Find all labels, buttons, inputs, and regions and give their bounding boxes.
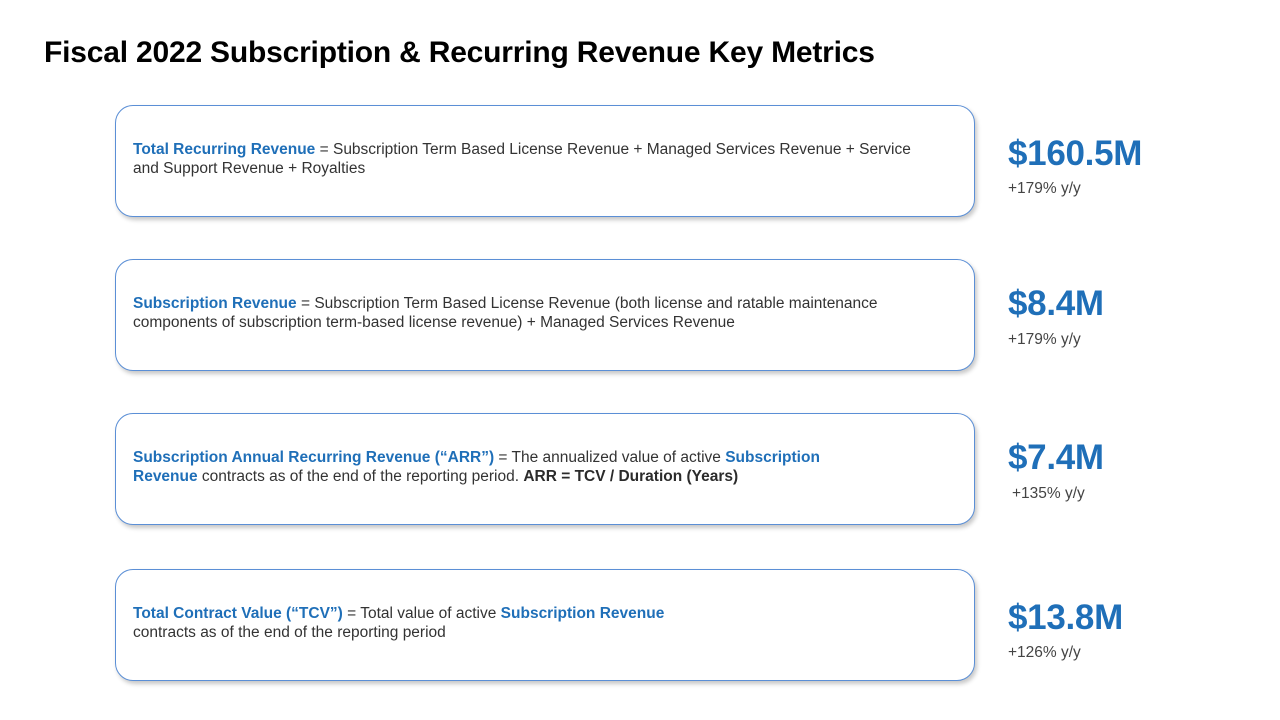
metric-value: $7.4M — [1008, 438, 1104, 477]
metric-growth: +179% y/y — [1008, 331, 1081, 348]
metric-definition: Subscription Annual Recurring Revenue (“… — [133, 448, 820, 486]
metric-card-total-recurring-revenue: Total Recurring Revenue = Subscription T… — [115, 105, 975, 217]
metric-term: Total Contract Value (“TCV”) — [133, 605, 343, 622]
metric-definition: Total Recurring Revenue = Subscription T… — [133, 140, 911, 178]
definition-line-2: contracts as of the end of the reporting… — [133, 624, 446, 641]
definition-line-2: and Support Revenue + Royalties — [133, 160, 366, 177]
metric-term-ref: Subscription — [725, 449, 820, 466]
metric-term: Subscription Annual Recurring Revenue (“… — [133, 449, 495, 466]
arr-formula: ARR = TCV / Duration (Years) — [523, 468, 739, 485]
definition-line-1: = The annualized value of active — [494, 449, 726, 466]
metric-growth: +135% y/y — [1012, 485, 1085, 502]
definition-line-1: = Subscription Term Based License Revenu… — [296, 295, 878, 312]
metric-term: Subscription Revenue — [133, 295, 297, 312]
metric-growth: +126% y/y — [1008, 644, 1081, 661]
metric-value: $13.8M — [1008, 598, 1123, 637]
metric-card-arr: Subscription Annual Recurring Revenue (“… — [115, 413, 975, 525]
page-title: Fiscal 2022 Subscription & Recurring Rev… — [44, 36, 875, 69]
metric-definition: Total Contract Value (“TCV”) = Total val… — [133, 604, 664, 642]
metric-value: $8.4M — [1008, 284, 1104, 323]
definition-line-1: = Subscription Term Based License Revenu… — [315, 141, 911, 158]
definition-line-2: components of subscription term-based li… — [133, 314, 735, 331]
metric-card-subscription-revenue: Subscription Revenue = Subscription Term… — [115, 259, 975, 371]
metric-definition: Subscription Revenue = Subscription Term… — [133, 294, 878, 332]
metric-growth: +179% y/y — [1008, 180, 1081, 197]
metric-card-tcv: Total Contract Value (“TCV”) = Total val… — [115, 569, 975, 681]
metric-value: $160.5M — [1008, 134, 1143, 173]
definition-line-2: contracts as of the end of the reporting… — [197, 468, 524, 485]
metric-term: Total Recurring Revenue — [133, 141, 316, 158]
metric-term-ref: Subscription Revenue — [500, 605, 665, 622]
definition-line-1: = Total value of active — [342, 605, 501, 622]
metric-term-ref: Revenue — [133, 468, 198, 485]
